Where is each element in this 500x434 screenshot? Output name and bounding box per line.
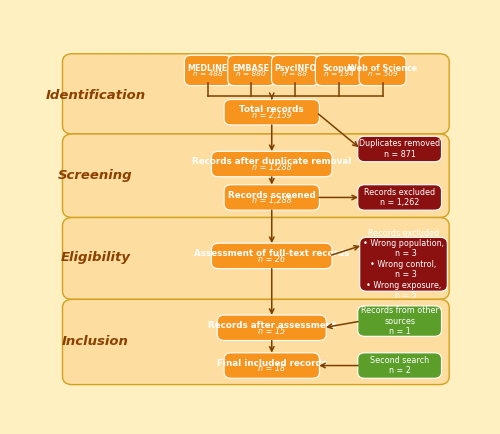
Text: Records excluded
n = 1,262: Records excluded n = 1,262: [364, 188, 435, 207]
Text: n = 509: n = 509: [368, 71, 398, 77]
FancyBboxPatch shape: [360, 237, 448, 291]
FancyBboxPatch shape: [316, 55, 362, 85]
Text: n = 1,288: n = 1,288: [252, 163, 292, 172]
Text: n = 488: n = 488: [193, 71, 222, 77]
Text: Scopus: Scopus: [322, 63, 355, 72]
Text: EMBASE: EMBASE: [232, 63, 270, 72]
Text: Screening: Screening: [58, 168, 133, 181]
FancyBboxPatch shape: [272, 55, 318, 85]
FancyBboxPatch shape: [212, 151, 332, 177]
FancyBboxPatch shape: [358, 185, 442, 210]
Text: n = 1,288: n = 1,288: [252, 196, 292, 205]
Text: Records screened: Records screened: [228, 191, 316, 200]
Text: n = 18: n = 18: [258, 365, 285, 373]
Text: Total records: Total records: [240, 105, 304, 114]
FancyBboxPatch shape: [358, 136, 442, 162]
Text: n = 880: n = 880: [236, 71, 266, 77]
FancyBboxPatch shape: [212, 243, 332, 269]
Text: Second search
n = 2: Second search n = 2: [370, 356, 429, 375]
Text: Duplicates removed
n = 871: Duplicates removed n = 871: [359, 139, 440, 159]
Text: n = 26: n = 26: [258, 255, 285, 264]
Text: Inclusion: Inclusion: [62, 335, 129, 349]
Text: n = 88: n = 88: [282, 71, 308, 77]
FancyBboxPatch shape: [358, 353, 442, 378]
Text: Records from other
sources
n = 1: Records from other sources n = 1: [361, 306, 438, 336]
Text: MEDLINE: MEDLINE: [188, 63, 228, 72]
FancyBboxPatch shape: [62, 54, 449, 134]
FancyBboxPatch shape: [62, 134, 449, 217]
Text: Assessment of full-text records: Assessment of full-text records: [194, 249, 350, 258]
FancyBboxPatch shape: [224, 99, 320, 125]
FancyBboxPatch shape: [224, 353, 320, 378]
Text: Eligibility: Eligibility: [60, 251, 130, 264]
Text: n = 15: n = 15: [258, 327, 285, 335]
FancyBboxPatch shape: [359, 55, 406, 85]
FancyBboxPatch shape: [184, 55, 232, 85]
Text: n = 194: n = 194: [324, 71, 354, 77]
FancyBboxPatch shape: [218, 315, 326, 341]
Text: Records after assessment: Records after assessment: [208, 321, 336, 330]
Text: Records after duplicate removal: Records after duplicate removal: [192, 157, 352, 166]
Text: Final included records: Final included records: [217, 358, 327, 368]
Text: n = 2,159: n = 2,159: [252, 111, 292, 120]
FancyBboxPatch shape: [224, 185, 320, 210]
FancyBboxPatch shape: [62, 217, 449, 299]
FancyBboxPatch shape: [358, 306, 442, 336]
Text: Web of Science: Web of Science: [348, 63, 417, 72]
Text: Records excluded
• Wrong population,
  n = 3
• Wrong control,
  n = 3
• Wrong ex: Records excluded • Wrong population, n =…: [363, 229, 444, 300]
Text: Identification: Identification: [46, 89, 146, 102]
Text: PsycINFO: PsycINFO: [274, 63, 316, 72]
FancyBboxPatch shape: [228, 55, 274, 85]
FancyBboxPatch shape: [62, 299, 449, 385]
